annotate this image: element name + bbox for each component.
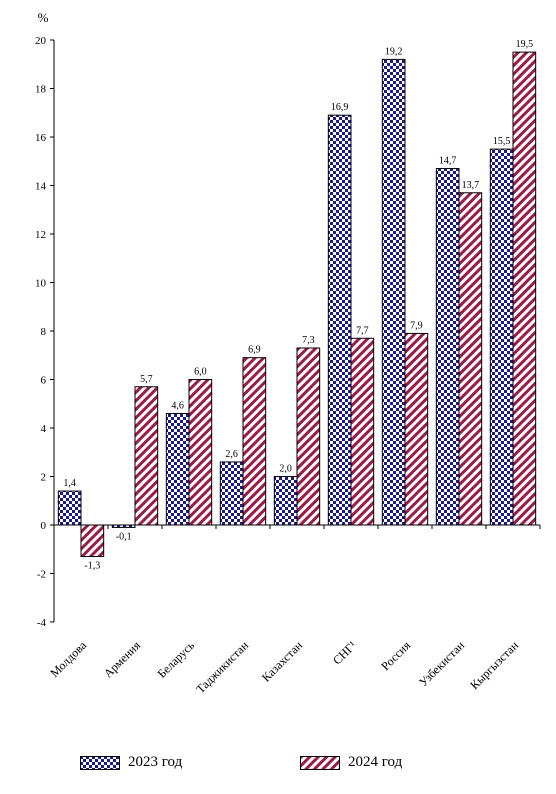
bar-2023 <box>327 114 352 526</box>
bar-2023 <box>381 58 406 526</box>
data-label: 1,4 <box>63 478 76 489</box>
bar-2023 <box>489 148 514 526</box>
bar-2024 <box>350 337 375 526</box>
bar-2024 <box>188 379 213 526</box>
bar-2023 <box>435 168 460 526</box>
bars <box>57 51 537 558</box>
y-tick-label: 2 <box>41 472 47 484</box>
y-axis-ticks: -4 -2 0 2 4 6 8 10 12 14 16 18 20 <box>35 35 541 629</box>
y-tick-label: -4 <box>37 617 47 629</box>
bar-2024 <box>404 332 429 526</box>
category-label: Беларусь <box>155 638 198 681</box>
y-tick-label: 16 <box>35 132 47 144</box>
data-label: 7,3 <box>302 335 315 346</box>
legend-label-2024: 2024 год <box>348 754 403 770</box>
bar-2024 <box>134 386 159 526</box>
bar-2024 <box>512 51 537 526</box>
y-tick-label: 18 <box>35 84 47 96</box>
bar-2023 <box>57 490 82 526</box>
y-tick-label: 10 <box>35 278 47 290</box>
bar-2024 <box>242 357 267 526</box>
bar-chart: % -4 -2 0 2 4 6 8 10 12 14 16 18 20 1,4 -0,1 4,6 2,6 2,0… <box>35 10 541 696</box>
bar-2024 <box>80 524 105 558</box>
bar-2023 <box>273 476 298 526</box>
bar-2023 <box>219 461 244 526</box>
category-label: СНГ¹ <box>330 638 359 667</box>
data-label: 7,9 <box>410 320 423 331</box>
y-tick-label: -2 <box>37 569 46 581</box>
bar-2024 <box>296 347 321 526</box>
data-label: 14,7 <box>439 156 457 167</box>
category-label: Россия <box>378 638 413 673</box>
legend-item-2024: 2024 год <box>300 754 402 771</box>
y-tick-label: 8 <box>41 326 47 338</box>
data-label: 16,9 <box>331 102 349 113</box>
data-label: 6,0 <box>194 367 207 378</box>
legend-item-2023: 2023 год <box>80 754 182 771</box>
y-unit-label: % <box>38 10 49 25</box>
legend: 2023 год 2024 год <box>0 754 556 782</box>
bar-2023 <box>165 412 190 526</box>
data-label: 19,5 <box>516 39 534 50</box>
category-label: Казахстан <box>259 638 306 685</box>
y-tick-label: 0 <box>41 520 47 532</box>
data-label: 2,6 <box>225 449 238 460</box>
bar-2024 <box>458 192 483 526</box>
data-label: 2,0 <box>279 464 292 475</box>
data-label: 13,7 <box>462 180 480 191</box>
y-tick-label: 12 <box>35 229 46 241</box>
data-label: 5,7 <box>140 374 153 385</box>
data-label: -1,3 <box>84 561 100 572</box>
data-label: 4,6 <box>171 400 184 411</box>
legend-label-2023: 2023 год <box>128 754 183 770</box>
data-label: 6,9 <box>248 345 261 356</box>
legend-swatch-checkerboard-icon <box>80 755 120 770</box>
data-labels: 1,4 -0,1 4,6 2,6 2,0 16,9 19,2 14,7 15,5 -1,3 5,7 6… <box>63 39 533 571</box>
category-label: Таджикистан <box>193 638 251 696</box>
data-label: 19,2 <box>385 46 403 57</box>
data-label: 7,7 <box>356 325 369 336</box>
y-tick-label: 4 <box>41 423 47 435</box>
y-tick-label: 14 <box>35 181 47 193</box>
y-tick-label: 6 <box>41 375 47 387</box>
y-tick-label: 20 <box>35 35 47 47</box>
data-label: 15,5 <box>493 136 511 147</box>
category-label: Молдова <box>47 638 89 680</box>
category-label: Армения <box>101 638 144 681</box>
data-label: -0,1 <box>116 531 132 542</box>
category-label: Кыргызстан <box>467 638 521 692</box>
category-label: Узбекистан <box>416 638 467 689</box>
legend-swatch-striped-icon <box>300 755 340 770</box>
